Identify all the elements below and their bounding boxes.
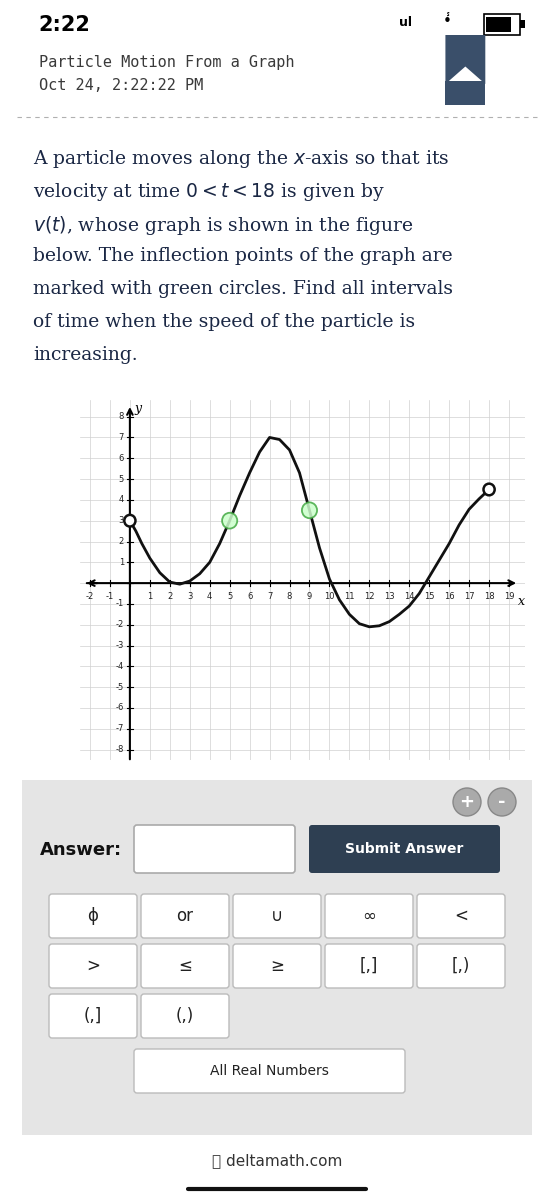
Text: ≤: ≤ [178,958,192,974]
FancyBboxPatch shape [141,944,229,988]
Text: -6: -6 [116,703,124,713]
Text: All Real Numbers: All Real Numbers [209,1064,329,1078]
Text: 5: 5 [119,474,124,484]
Text: ∪: ∪ [271,907,283,925]
Text: increasing.: increasing. [33,346,138,364]
FancyBboxPatch shape [17,775,537,1140]
Bar [520,19,525,28]
FancyBboxPatch shape [134,1049,405,1093]
Text: 4: 4 [207,593,212,601]
Text: ϕ: ϕ [88,907,99,925]
FancyBboxPatch shape [417,944,505,988]
Text: -: - [498,793,506,811]
Text: 6: 6 [119,454,124,463]
FancyBboxPatch shape [49,994,137,1038]
Text: 3: 3 [119,516,124,526]
Circle shape [484,484,495,496]
Text: of time when the speed of the particle is: of time when the speed of the particle i… [33,313,416,331]
Text: -3: -3 [116,641,124,650]
Text: -1: -1 [106,593,114,601]
Text: ul: ul [399,16,412,29]
Text: ≥: ≥ [270,958,284,974]
Bar [484,14,520,35]
FancyBboxPatch shape [134,826,295,874]
FancyBboxPatch shape [233,944,321,988]
FancyBboxPatch shape [141,894,229,938]
Text: 7: 7 [267,593,272,601]
FancyBboxPatch shape [417,894,505,938]
Bar [445,80,485,104]
Text: -7: -7 [116,725,124,733]
FancyBboxPatch shape [309,826,500,874]
Text: <: < [454,907,468,925]
Text: 19: 19 [504,593,514,601]
Text: ∞: ∞ [362,907,376,925]
Text: 🔒 deltamath.com: 🔒 deltamath.com [212,1153,342,1168]
Text: velocity at time $0 < t < 18$ is given by: velocity at time $0 < t < 18$ is given b… [33,181,385,203]
Text: 17: 17 [464,593,474,601]
Text: 8: 8 [119,412,124,421]
FancyBboxPatch shape [49,894,137,938]
Text: 1: 1 [147,593,152,601]
FancyBboxPatch shape [325,944,413,988]
Text: A particle moves along the $x$-axis so that its: A particle moves along the $x$-axis so t… [33,148,450,170]
Text: 13: 13 [384,593,394,601]
Text: 4: 4 [119,496,124,504]
Circle shape [453,788,481,816]
Text: marked with green circles. Find all intervals: marked with green circles. Find all inte… [33,280,453,298]
Text: -4: -4 [116,662,124,671]
Bar [486,17,511,32]
Text: 18: 18 [484,593,494,601]
FancyBboxPatch shape [325,894,413,938]
Text: x: x [517,594,525,607]
Text: 11: 11 [344,593,355,601]
FancyBboxPatch shape [49,944,137,988]
Text: Answer:: Answer: [40,841,122,859]
Circle shape [302,503,317,518]
Circle shape [488,788,516,816]
Text: >: > [86,958,100,974]
Text: 10: 10 [324,593,335,601]
Text: -1: -1 [116,600,124,608]
Text: -2: -2 [116,620,124,629]
Text: 6: 6 [247,593,252,601]
Text: 2: 2 [167,593,172,601]
Text: 9: 9 [307,593,312,601]
Text: Oct 24, 2:22:22 PM: Oct 24, 2:22:22 PM [39,78,203,92]
FancyBboxPatch shape [141,994,229,1038]
Text: below. The inflection points of the graph are: below. The inflection points of the grap… [33,247,453,265]
Text: 15: 15 [424,593,434,601]
Text: 8: 8 [287,593,292,601]
Text: -5: -5 [116,683,124,691]
Text: 1: 1 [119,558,124,566]
Polygon shape [445,35,485,84]
Text: Particle Motion From a Graph: Particle Motion From a Graph [39,54,294,70]
Text: or: or [177,907,193,925]
Text: 2: 2 [119,538,124,546]
Text: •̾: •̾ [443,14,452,30]
Text: 2:22: 2:22 [39,14,91,35]
Text: -8: -8 [116,745,124,754]
Text: 3: 3 [187,593,192,601]
Text: y: y [135,402,142,415]
Text: $v(t)$, whose graph is shown in the figure: $v(t)$, whose graph is shown in the figu… [33,214,414,236]
Text: 5: 5 [227,593,232,601]
Text: (,): (,) [176,1007,194,1025]
Text: (,]: (,] [84,1007,102,1025]
Circle shape [222,512,237,529]
Text: 7: 7 [119,433,124,442]
Text: Submit Answer: Submit Answer [345,842,463,856]
Text: 14: 14 [404,593,414,601]
Text: -2: -2 [86,593,94,601]
Text: [,]: [,] [360,958,378,974]
Circle shape [124,515,136,527]
Text: 12: 12 [364,593,375,601]
Text: [,): [,) [452,958,470,974]
FancyBboxPatch shape [233,894,321,938]
Text: +: + [459,793,474,811]
Text: 16: 16 [444,593,454,601]
